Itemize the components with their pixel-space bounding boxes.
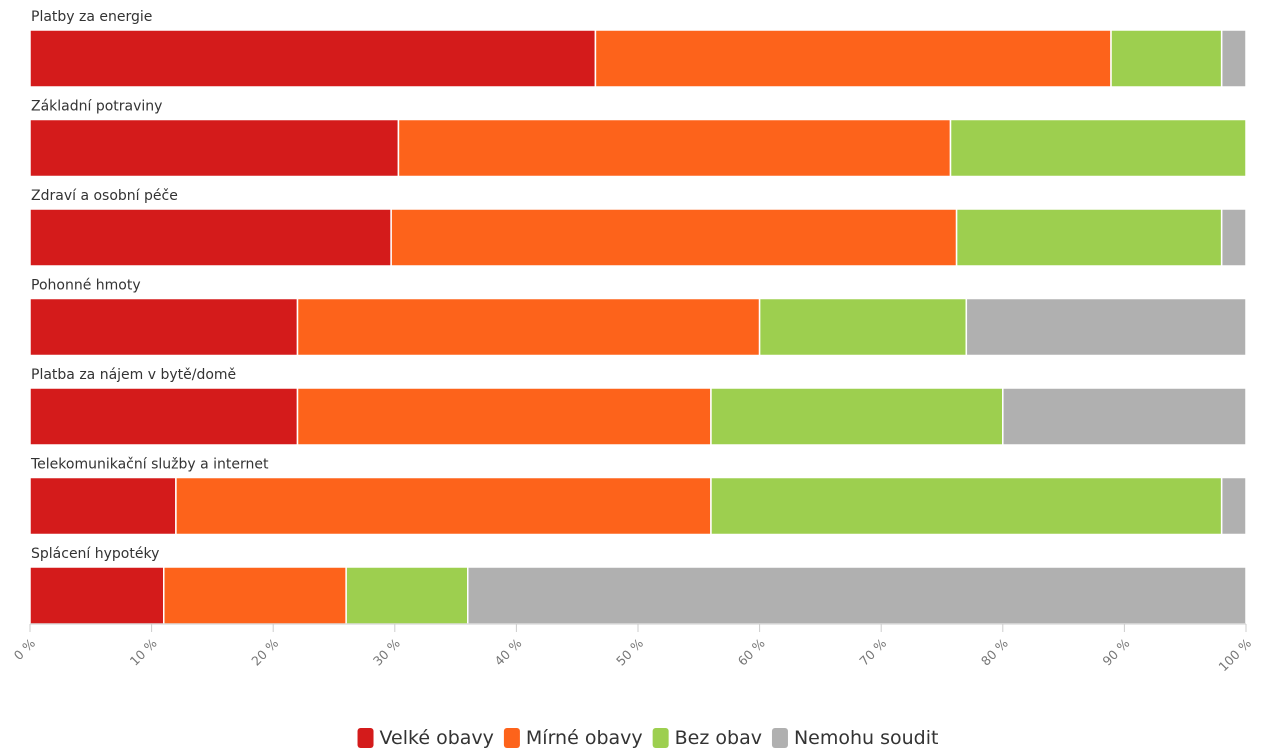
x-tick-label: 10 %: [127, 635, 160, 668]
x-axis: 0 % 10 % 20 % 30 % 40 % 50 % 60 % 70 % 80 % 90 % 1…: [11, 623, 1254, 674]
legend-label: Mírné obavy: [526, 727, 643, 749]
bar-segment-2[interactable]: [296, 297, 761, 357]
x-tick-label: 50 %: [613, 635, 646, 668]
category-label: Telekomunikační služby a internet: [30, 457, 269, 473]
legend-item[interactable]: Nemohu soudit: [771, 727, 939, 749]
x-tick-label: 70 %: [856, 635, 889, 668]
bar-segment-3[interactable]: [955, 208, 1223, 267]
bar-segment-1[interactable]: [29, 476, 177, 536]
x-tick-label: 100 %: [1215, 635, 1254, 674]
legend-item[interactable]: Velké obavy: [357, 727, 494, 749]
legend-swatch: [503, 728, 520, 748]
bar-segment-2[interactable]: [390, 208, 958, 267]
x-tick-label: 60 %: [735, 635, 768, 668]
x-tick-label: 20 %: [248, 635, 281, 668]
x-tick-label: 80 %: [978, 635, 1011, 668]
bars-group: [29, 29, 1247, 625]
bar-segment-1[interactable]: [29, 387, 299, 446]
legend-label: Nemohu soudit: [794, 727, 939, 749]
legend-swatch: [771, 728, 788, 748]
category-label: Základní potraviny: [31, 99, 162, 115]
legend-item[interactable]: Mírné obavy: [503, 727, 643, 749]
bar-segment-2[interactable]: [175, 476, 712, 536]
category-label: Zdraví a osobní péče: [31, 188, 178, 204]
category-label: Splácení hypotéky: [31, 546, 159, 562]
bar-segment-3[interactable]: [949, 118, 1247, 178]
bar-segment-1[interactable]: [29, 297, 299, 357]
x-tick-label: 0 %: [11, 635, 39, 663]
bar-segment-1[interactable]: [29, 208, 392, 267]
bar-segment-2[interactable]: [594, 29, 1112, 88]
bar-segment-4[interactable]: [467, 566, 1247, 625]
bar-segment-1[interactable]: [29, 566, 165, 625]
bar-segment-3[interactable]: [1110, 29, 1223, 88]
bar-segment-4[interactable]: [1220, 208, 1247, 267]
bar-segment-1[interactable]: [29, 118, 400, 178]
category-label: Platby za energie: [31, 9, 152, 25]
legend-swatch: [357, 728, 374, 748]
bar-segment-4[interactable]: [1002, 387, 1247, 446]
bar-segment-3[interactable]: [710, 476, 1223, 536]
bar-segment-1[interactable]: [29, 29, 597, 88]
bar-segment-2[interactable]: [397, 118, 952, 178]
bar-segment-4[interactable]: [965, 297, 1247, 357]
bar-segment-2[interactable]: [163, 566, 347, 625]
bar-segment-2[interactable]: [296, 387, 712, 446]
legend-item[interactable]: Bez obav: [652, 727, 762, 749]
bar-segment-3[interactable]: [758, 297, 968, 357]
x-tick-label: 90 %: [1099, 635, 1132, 668]
x-tick-label: 40 %: [491, 635, 524, 668]
bar-segment-3[interactable]: [345, 566, 469, 625]
x-tick-label: 30 %: [370, 635, 403, 668]
category-label: Platba za nájem v bytě/domě: [31, 367, 236, 383]
bar-segment-3[interactable]: [710, 387, 1004, 446]
legend-label: Bez obav: [675, 727, 762, 749]
bar-segment-4[interactable]: [1220, 29, 1247, 88]
legend: Velké obavy Mírné obavy Bez obav Nemohu sou…: [357, 727, 939, 749]
legend-label: Velké obavy: [380, 727, 494, 749]
bar-segment-4[interactable]: [1220, 476, 1247, 536]
legend-swatch: [652, 728, 669, 748]
category-label: Pohonné hmoty: [31, 278, 141, 294]
category-labels: Platby za energie Základní potraviny Zdrav…: [30, 9, 269, 562]
